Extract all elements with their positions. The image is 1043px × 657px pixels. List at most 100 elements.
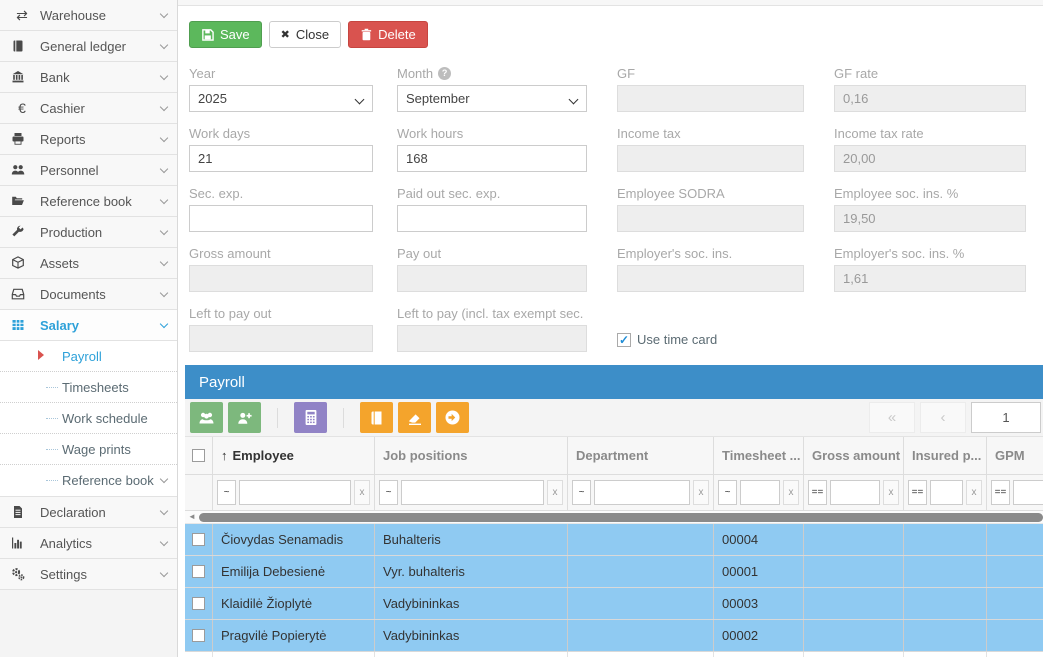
timesheet-cell: 00003 [714,588,804,619]
sidebar-item-reports[interactable]: Reports [0,124,177,155]
filter-cell-timesheet: ~ x [714,475,804,510]
filter-operator[interactable]: ~ [572,480,591,505]
gross-amount-field: Gross amount [189,245,373,292]
transfer-button[interactable] [436,402,469,433]
employees-button[interactable] [190,402,223,433]
gpm-cell [987,556,1043,587]
sidebar-item-warehouse[interactable]: ⇄ Warehouse [0,0,177,31]
timesheet-cell: 00004 [714,524,804,555]
year-select[interactable] [189,85,373,112]
submenu-item-label: Reference book [62,473,154,488]
submenu-item-wage-prints[interactable]: Wage prints [0,434,177,465]
filter-operator[interactable]: ~ [217,480,236,505]
chevron-down-icon [159,257,169,266]
filter-operator[interactable]: == [991,480,1010,505]
sidebar-item-salary[interactable]: Salary [0,310,177,341]
row-checkbox[interactable] [192,597,205,610]
paid-out-sec-exp-input[interactable] [397,205,587,232]
transfer-arrows-icon: ⇄ [16,7,28,23]
sidebar-item-assets[interactable]: Assets [0,248,177,279]
sidebar-item-cashier[interactable]: € Cashier [0,93,177,124]
use-time-card-checkbox[interactable]: ✓ [617,332,631,347]
journal-button[interactable] [360,402,393,433]
filter-cell-job-positions: ~ x [375,475,568,510]
sidebar-item-bank[interactable]: Bank [0,62,177,93]
row-checkbox[interactable] [192,533,205,546]
column-header-employee[interactable]: ↑ Employee [213,437,375,474]
sidebar-item-declaration[interactable]: Declaration [0,497,177,528]
sidebar-item-analytics[interactable]: Analytics [0,528,177,559]
gpm-filter-input[interactable] [1013,480,1043,505]
first-page-button[interactable]: « [869,402,915,433]
filter-operator[interactable]: ~ [379,480,398,505]
filter-operator[interactable]: == [808,480,827,505]
submenu-item-work-schedule[interactable]: Work schedule [0,403,177,434]
sec-exp-input[interactable] [189,205,373,232]
close-button[interactable]: ✖ Close [268,21,342,48]
gross-amount-input [189,265,373,292]
job-positions-filter-input[interactable] [401,480,544,505]
save-button[interactable]: Save [189,21,262,48]
clear-filter-button[interactable]: x [966,480,982,505]
column-header-gross-amount[interactable]: Gross amount [804,437,904,474]
filter-operator[interactable]: ~ [718,480,737,505]
employee-cell: Emilija Debesienė [213,556,375,587]
delete-button[interactable]: Delete [348,21,428,48]
help-icon[interactable]: ? [438,66,452,80]
table-row[interactable]: Pragvilė Popierytė Vadybininkas 00002 [185,620,1043,652]
scrollbar-thumb[interactable] [199,512,1043,522]
sidebar-item-reference-book[interactable]: Reference book [0,186,177,217]
gears-icon [11,567,33,581]
column-header-insured[interactable]: Insured p... [904,437,987,474]
clear-filter-button[interactable]: x [547,480,563,505]
sidebar-item-settings[interactable]: Settings [0,559,177,590]
submenu-item-payroll[interactable]: Payroll [0,341,177,372]
horizontal-scrollbar[interactable]: ◄ [185,511,1043,524]
gf-label: GF [617,65,636,81]
clear-button[interactable] [398,402,431,433]
clear-filter-button[interactable]: x [883,480,899,505]
column-header-gpm[interactable]: GPM [987,437,1043,474]
sec-exp-field: Sec. exp. [189,185,373,232]
month-select[interactable] [397,85,587,112]
scroll-left-icon[interactable]: ◄ [188,512,196,521]
employee-cell: Čiovydas Senamadis [213,524,375,555]
people-group-icon [198,410,215,426]
table-row[interactable]: Emilija Debesienė Vyr. buhalteris 00001 [185,556,1043,588]
insured-filter-input[interactable] [930,480,963,505]
clear-filter-button[interactable]: x [354,480,370,505]
prev-page-button[interactable]: ‹ [920,402,966,433]
sidebar-item-general-ledger[interactable]: General ledger [0,31,177,62]
calculate-button[interactable] [294,402,327,433]
submenu-item-reference-book[interactable]: Reference book [0,465,177,496]
column-header-timesheet[interactable]: Timesheet ... [714,437,804,474]
row-checkbox[interactable] [192,629,205,642]
insured-cell [904,620,987,651]
sidebar-item-documents[interactable]: Documents [0,279,177,310]
row-checkbox[interactable] [192,565,205,578]
sidebar-item-personnel[interactable]: Personnel [0,155,177,186]
clear-filter-button[interactable]: x [693,480,709,505]
left-to-pay-out-label: Left to pay out [189,305,272,321]
filter-operator[interactable]: == [908,480,927,505]
income-tax-input [617,145,804,172]
employee-cell: Pragvilė Popierytė [213,620,375,651]
timesheet-filter-input[interactable] [740,480,780,505]
submenu-item-timesheets[interactable]: Timesheets [0,372,177,403]
work-days-input[interactable] [189,145,373,172]
column-header-department[interactable]: Department [568,437,714,474]
column-header-job-positions[interactable]: Job positions [375,437,568,474]
clear-filter-button[interactable]: x [783,480,799,505]
sidebar-item-production[interactable]: Production [0,217,177,248]
select-all-checkbox[interactable] [192,449,205,462]
table-row[interactable]: Klaidilė Žioplytė Vadybininkas 00003 [185,588,1043,620]
department-cell [568,524,714,555]
gross-amount-filter-input[interactable] [830,480,880,505]
page-number-input[interactable] [971,402,1041,433]
employee-filter-input[interactable] [239,480,351,505]
work-hours-input[interactable] [397,145,587,172]
department-filter-input[interactable] [594,480,690,505]
check-icon: ✓ [618,332,630,347]
table-row[interactable]: Čiovydas Senamadis Buhalteris 00004 [185,524,1043,556]
add-employee-button[interactable] [228,402,261,433]
